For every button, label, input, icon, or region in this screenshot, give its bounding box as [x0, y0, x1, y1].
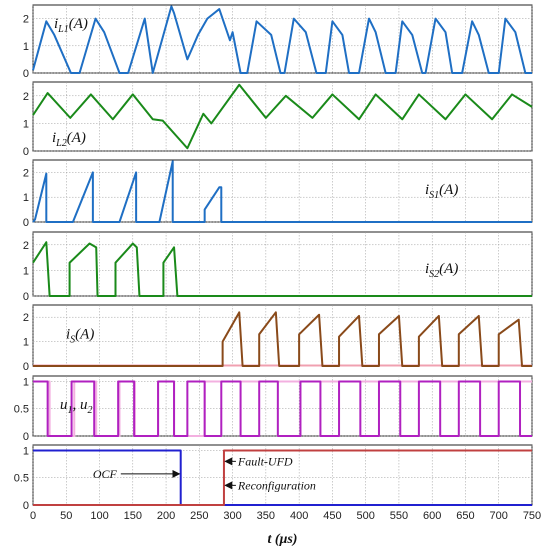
y-tick-label: 2	[23, 91, 29, 103]
y-tick-label: 0	[23, 361, 29, 373]
series-line-iS-1	[33, 311, 532, 367]
panel-u1u2: 0 0.5 1 u1, u2	[14, 375, 533, 443]
x-tick-label: 350	[257, 510, 275, 522]
panel-label-iS1: iS1(A)	[425, 182, 458, 201]
annotation-ocf: OCF	[93, 467, 118, 481]
y-tick-label: 0	[23, 291, 29, 303]
y-tick-label: 0	[23, 500, 29, 512]
panel-label-iL1: iL1(A)	[54, 16, 88, 35]
series-line-flags-1	[33, 449, 532, 506]
y-tick-label: 0	[23, 146, 29, 158]
y-tick-label: 1	[23, 376, 29, 388]
panel-iL1: 0 1 2 iL1(A)	[23, 4, 533, 80]
series-line-u1u2-1	[33, 380, 532, 437]
plot-frame	[32, 304, 533, 367]
y-tick-label: 1	[23, 118, 29, 130]
plot-frame	[32, 375, 533, 437]
x-tick-label: 450	[323, 510, 341, 522]
y-tick-label: 2	[23, 240, 29, 252]
series-line-iS1-0	[32, 160, 532, 223]
x-tick-label: 600	[423, 510, 441, 522]
annotation-reconfiguration: Reconfiguration	[237, 478, 316, 492]
series-line-iS2-0	[32, 241, 532, 297]
series-line-iL2-0	[32, 83, 533, 150]
x-tick-label: 550	[390, 510, 408, 522]
annotation-fault-ufd: Fault-UFD	[237, 454, 293, 468]
x-tick-label: 200	[157, 510, 175, 522]
y-tick-label: 2	[23, 14, 29, 26]
x-tick-label: 400	[290, 510, 308, 522]
panel-iS1: 0 1 2 iS1(A)	[23, 159, 533, 229]
y-tick-label: 2	[23, 167, 29, 179]
plot-frame	[32, 4, 533, 74]
x-tick-label: 100	[90, 510, 108, 522]
y-tick-label: 0	[23, 217, 29, 229]
series-line-iL1-0	[32, 5, 532, 74]
x-tick-label: 750	[523, 510, 541, 522]
x-tick-label: 650	[456, 510, 474, 522]
x-tick-label: 250	[190, 510, 208, 522]
y-tick-label: 1	[23, 337, 29, 349]
y-tick-label: 1	[23, 445, 29, 457]
y-tick-label: 1	[23, 192, 29, 204]
x-tick-label: 300	[223, 510, 241, 522]
series-line-flags-0	[33, 449, 532, 506]
y-tick-label: 0	[23, 431, 29, 443]
panel-iL2: 0 1 2 iL2(A)	[23, 81, 533, 158]
y-tick-label: 1	[23, 41, 29, 53]
y-tick-label: 0	[23, 68, 29, 80]
x-axis-label: t (μs)	[268, 532, 298, 547]
y-tick-label: 0.5	[14, 404, 29, 416]
y-tick-label: 0.5	[14, 473, 29, 485]
x-tick-label: 50	[60, 510, 72, 522]
panel-iS: 0 1 2 iS(A)	[23, 304, 533, 373]
panel-flags: 0 0.5 1 0 50 100 150 200 250 300 350 400 450 500 550 60…	[14, 444, 541, 547]
panel-label-iS2: iS2(A)	[425, 261, 458, 280]
plot-frame	[32, 81, 533, 152]
panel-label-iS: iS(A)	[66, 326, 94, 345]
y-tick-label: 2	[23, 312, 29, 324]
panel-label-iL2: iL2(A)	[52, 130, 86, 149]
panel-label-u1u2: u1, u2	[60, 397, 93, 416]
x-tick-label: 500	[356, 510, 374, 522]
x-tick-label: 150	[124, 510, 142, 522]
x-tick-label: 0	[30, 510, 36, 522]
panel-iS2: 0 1 2 iS2(A)	[23, 231, 533, 303]
y-tick-label: 1	[23, 265, 29, 277]
x-tick-label: 700	[490, 510, 508, 522]
plot-frame	[32, 444, 533, 506]
